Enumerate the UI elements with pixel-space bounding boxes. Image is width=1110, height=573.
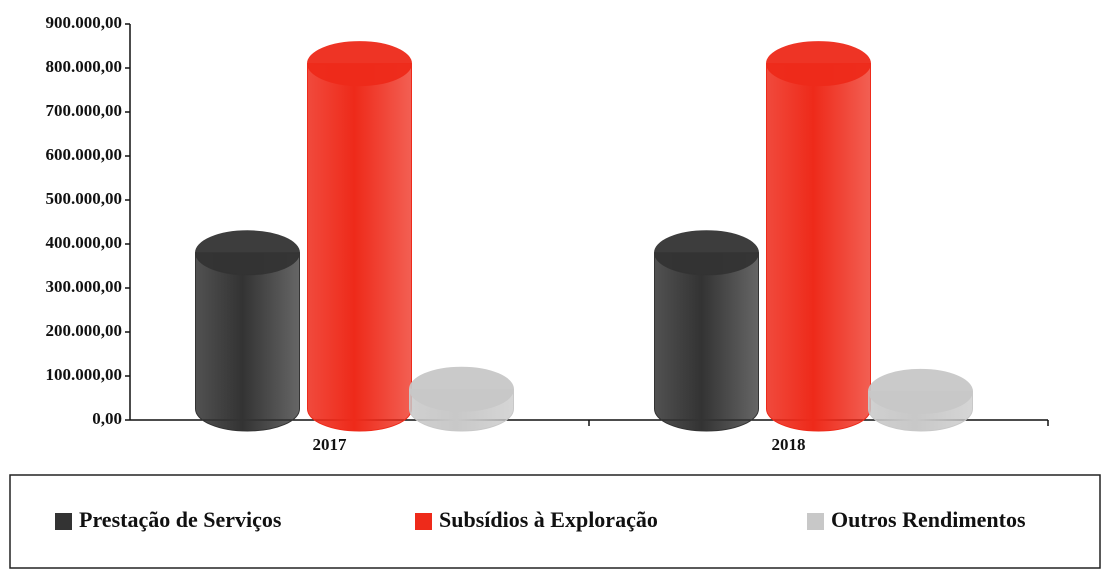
cylinder-cap xyxy=(766,41,871,87)
y-tick-label: 200.000,00 xyxy=(46,321,123,340)
y-tick-label: 800.000,00 xyxy=(46,57,123,76)
legend-swatch xyxy=(415,513,432,530)
cylinder-cap xyxy=(307,41,412,87)
cylinder-body xyxy=(195,252,300,432)
legend-label: Subsídios à Exploração xyxy=(439,507,658,532)
legend-label: Outros Rendimentos xyxy=(831,507,1026,532)
legend-swatch xyxy=(807,513,824,530)
legend-swatch xyxy=(55,513,72,530)
x-tick-label: 2017 xyxy=(313,435,348,454)
y-tick-label: 600.000,00 xyxy=(46,145,123,164)
y-tick-label: 500.000,00 xyxy=(46,189,123,208)
legend-box xyxy=(9,474,1101,569)
cylinder-body xyxy=(766,63,871,432)
y-tick-label: 0,00 xyxy=(92,409,122,428)
y-tick-label: 700.000,00 xyxy=(46,101,123,120)
x-tick-label: 2018 xyxy=(772,435,806,454)
y-tick-label: 400.000,00 xyxy=(46,233,123,252)
y-tick-label: 100.000,00 xyxy=(46,365,123,384)
cylinder-cap xyxy=(654,230,759,276)
y-tick-label: 300.000,00 xyxy=(46,277,123,296)
cylinder-cap xyxy=(195,230,300,276)
cylinder-cap xyxy=(868,368,973,414)
legend-label: Prestação de Serviços xyxy=(79,507,282,532)
cylinder-body xyxy=(307,63,412,432)
y-tick-label: 900.000,00 xyxy=(46,13,123,32)
cylinder-body xyxy=(654,252,759,432)
cylinder-cap xyxy=(409,366,514,412)
